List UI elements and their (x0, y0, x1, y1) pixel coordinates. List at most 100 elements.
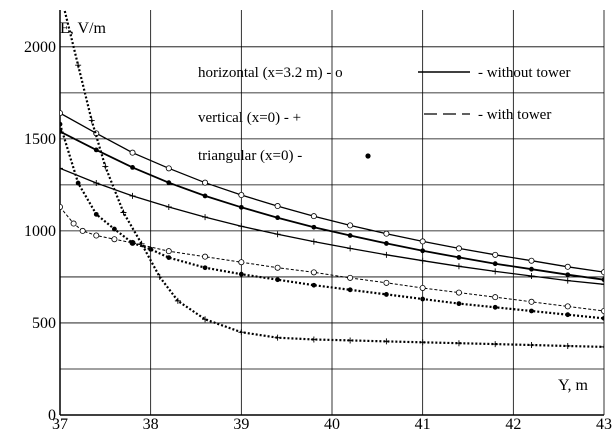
legend-config-vertical: vertical (x=0) - + (198, 110, 301, 126)
data-point (420, 248, 426, 254)
series-group (60, 10, 604, 350)
series-triangular-with-tower (60, 121, 604, 321)
data-point (102, 163, 109, 170)
data-point (166, 255, 172, 261)
x-tick-label: 40 (324, 416, 340, 430)
data-point (601, 269, 604, 276)
data-point (528, 342, 535, 349)
data-point (455, 263, 462, 270)
legend-style-with: - with tower (478, 107, 551, 123)
data-point (492, 341, 499, 348)
data-point (492, 294, 499, 301)
legend: horizontal (x=3.2 m) - o vertical (x=0) … (198, 65, 570, 164)
data-point (384, 292, 389, 297)
data-point (174, 297, 181, 304)
series-line (63, 10, 604, 348)
data-point (111, 236, 118, 243)
data-point (75, 62, 82, 69)
data-point (202, 193, 208, 199)
data-point (93, 232, 100, 239)
data-point (565, 312, 571, 318)
data-point (565, 272, 571, 278)
data-point (347, 222, 354, 229)
data-point (564, 277, 571, 284)
data-point (202, 265, 208, 271)
x-axis-label: Y, m (558, 377, 588, 394)
data-point (383, 338, 390, 345)
data-point (347, 337, 354, 344)
y-tick-label: 2000 (24, 39, 56, 56)
data-point (455, 289, 462, 296)
data-point (310, 269, 317, 276)
data-point (238, 192, 245, 199)
data-point (528, 298, 535, 305)
data-point (202, 214, 209, 221)
data-point (456, 301, 462, 307)
data-point (311, 282, 317, 288)
data-point (528, 273, 535, 280)
data-point (310, 213, 317, 220)
data-point (60, 110, 63, 117)
data-point (166, 180, 172, 186)
data-point (419, 339, 426, 346)
y-axis-label: E, V/m (60, 20, 106, 37)
data-point (564, 342, 571, 349)
x-tick-label: 39 (233, 416, 249, 430)
data-point (202, 253, 209, 260)
data-point (601, 277, 604, 283)
data-point (529, 266, 534, 272)
x-tick-label: 37 (52, 416, 68, 430)
series-line (60, 167, 604, 285)
data-point (564, 263, 571, 270)
data-point (148, 246, 154, 252)
data-point (347, 245, 354, 252)
series-line (60, 112, 604, 273)
data-point (93, 211, 99, 217)
data-point (384, 241, 389, 246)
y-tick-label: 1000 (24, 223, 56, 240)
data-point (310, 238, 317, 245)
legend-dot-marker (365, 153, 371, 159)
data-point (383, 251, 390, 258)
data-point (165, 203, 172, 210)
data-point (601, 307, 604, 314)
legend-style-without: - without tower (478, 65, 570, 81)
data-point (238, 204, 244, 210)
data-point (70, 220, 77, 227)
y-tick-label: 1500 (24, 131, 56, 148)
data-point (383, 230, 390, 237)
data-point (274, 203, 281, 210)
data-point (130, 164, 135, 170)
data-point (564, 303, 571, 310)
data-point (165, 165, 172, 172)
data-point (274, 231, 281, 238)
data-point (88, 117, 95, 124)
series-vertical-without-tower (60, 165, 604, 288)
data-point (383, 279, 390, 286)
data-point (310, 336, 317, 343)
data-point (120, 209, 127, 216)
data-point (601, 281, 604, 288)
data-point (202, 316, 209, 323)
data-point (165, 248, 172, 255)
data-point (60, 121, 63, 127)
data-point (492, 304, 498, 310)
data-point (75, 180, 81, 186)
x-tick-label: 43 (596, 416, 612, 430)
data-point (456, 255, 462, 260)
data-point (93, 147, 99, 153)
data-point (60, 203, 63, 210)
x-tick-label: 42 (505, 416, 521, 430)
data-point (129, 149, 136, 156)
data-point (347, 274, 354, 281)
series-vertical-with-tower (63, 10, 604, 350)
data-point (238, 223, 245, 230)
data-point (419, 257, 426, 264)
data-point (529, 308, 534, 314)
data-point (311, 224, 317, 230)
data-point (60, 165, 63, 172)
data-point (274, 334, 281, 341)
data-point (455, 245, 462, 252)
data-point (156, 273, 163, 280)
